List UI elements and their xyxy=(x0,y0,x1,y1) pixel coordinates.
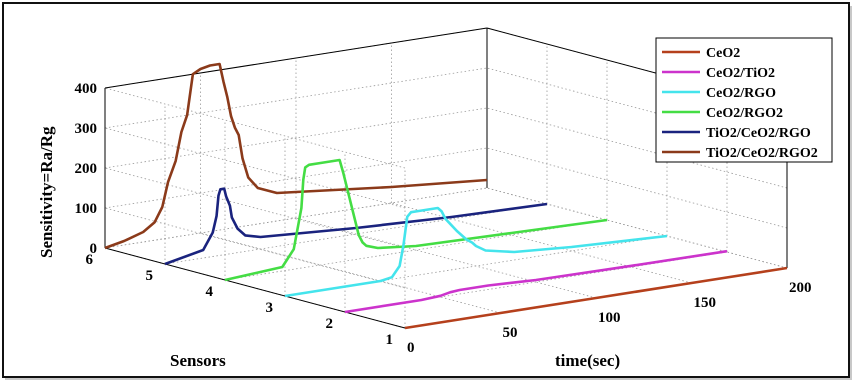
x-axis-label: time(sec) xyxy=(555,351,620,370)
x-tick-label: 50 xyxy=(503,325,518,341)
legend-label: CeO2/RGO xyxy=(706,86,776,101)
x-tick-label: 200 xyxy=(789,280,812,296)
legend-label: CeO2/RGO2 xyxy=(706,106,783,121)
x-tick-label: 150 xyxy=(694,295,717,311)
grid-line xyxy=(105,88,405,168)
legend-label: TiO2/CeO2/RGO xyxy=(706,126,811,141)
legend-label: CeO2/TiO2 xyxy=(706,66,775,81)
legend: CeO2 CeO2/TiO2 CeO2/RGO CeO2/RGO2 TiO2/CeO2/… xyxy=(656,38,832,162)
y-tick-label: 4 xyxy=(206,284,214,300)
y-axis-label: Sensors xyxy=(170,351,226,370)
z-axis-label: Sensitivity=Ra/Rg xyxy=(37,126,56,258)
grid-line xyxy=(201,233,501,313)
x-tick-label: 100 xyxy=(598,310,621,326)
y-tick-label: 2 xyxy=(326,316,334,332)
z-tick-label: 300 xyxy=(75,121,98,137)
box-edge xyxy=(105,28,487,88)
x-tick-label: 0 xyxy=(407,340,415,356)
z-tick-label: 400 xyxy=(75,81,98,97)
y-tick-label: 3 xyxy=(266,300,274,316)
legend-label: TiO2/CeO2/RGO2 xyxy=(706,146,818,161)
grid-line xyxy=(105,128,405,208)
series-line-ceo2 xyxy=(405,268,787,328)
grid-line xyxy=(487,188,787,268)
series-line-ceo2-rgo xyxy=(285,208,667,296)
z-tick-label: 100 xyxy=(75,201,98,217)
z-tick-label: 200 xyxy=(75,161,98,177)
y-tick-label: 5 xyxy=(146,268,154,284)
y-axis-line xyxy=(105,248,405,328)
legend-label: CeO2 xyxy=(706,46,740,61)
y-tick-label: 1 xyxy=(386,332,394,348)
z-tick-label: 0 xyxy=(90,241,98,257)
grid-line xyxy=(487,188,787,268)
